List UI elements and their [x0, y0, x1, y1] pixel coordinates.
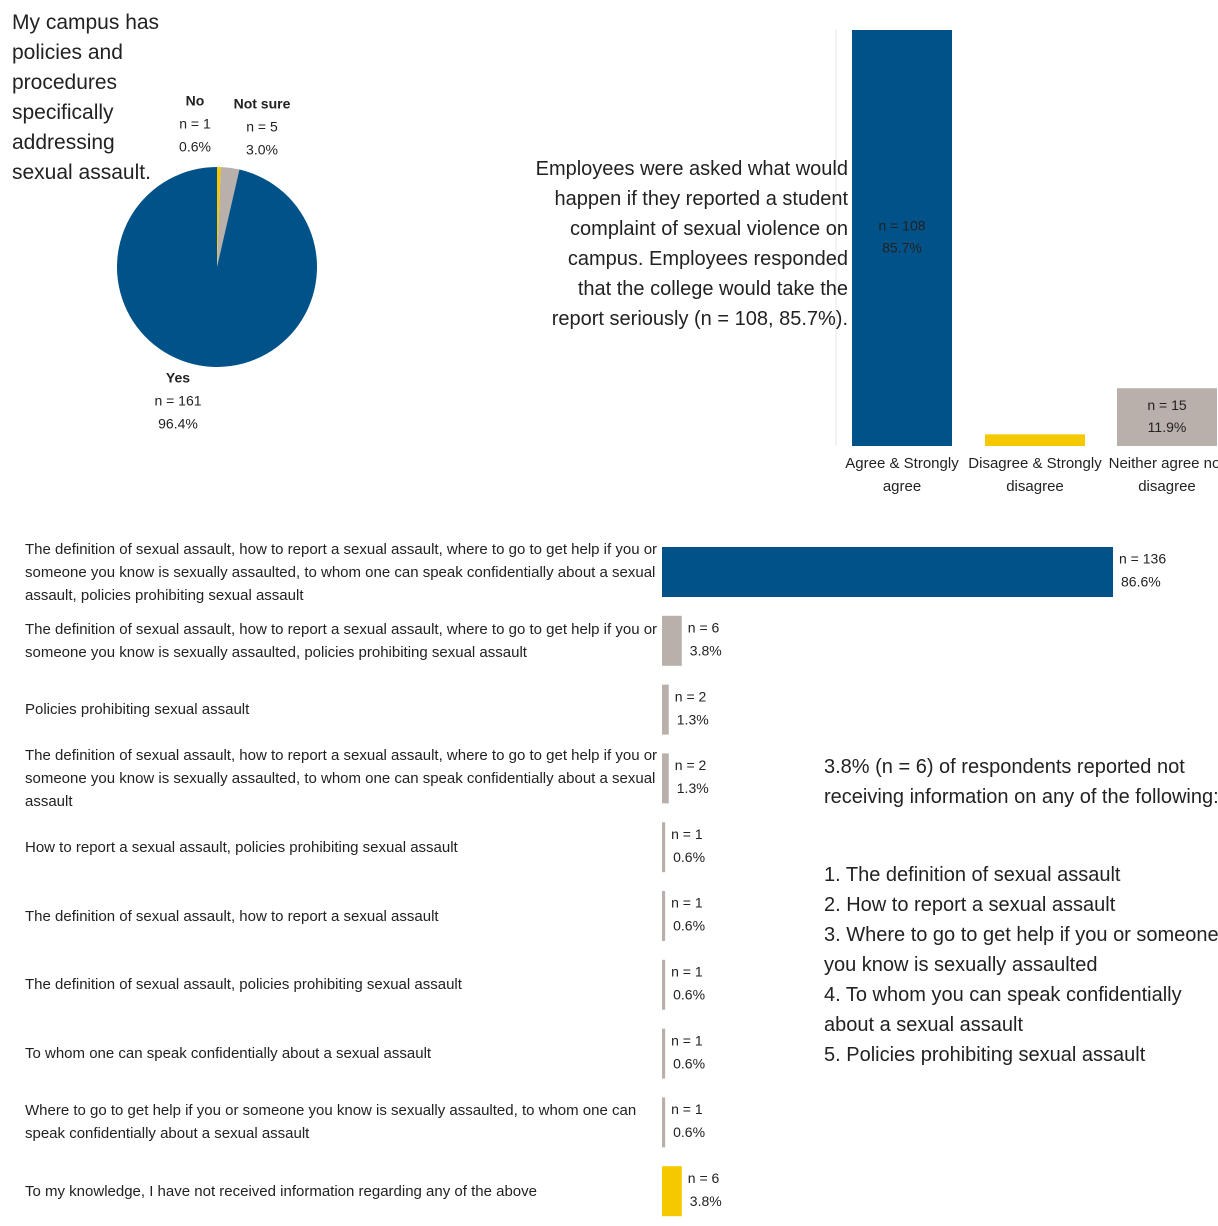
bar-label: 0.6% [673, 918, 705, 934]
bar-label: 11.9% [1148, 419, 1187, 435]
pie-slice [217, 167, 240, 267]
pie-slice [217, 167, 221, 267]
bar-label: 86.6% [1121, 574, 1161, 590]
bar-count: n = 1 [671, 826, 703, 842]
annotation-item: 1. The definition of sexual assault [824, 864, 1121, 886]
x-tick-label: Agree & Strongly agree [845, 455, 959, 495]
bar [662, 1166, 682, 1217]
bar [662, 615, 682, 666]
bar-count: n = 1 [671, 895, 703, 911]
slice-count: n = 1 [179, 116, 211, 132]
bar-count: n = 1 [671, 964, 703, 980]
slice-label: 96.4% [158, 416, 198, 432]
chart-title: My campus has policies and procedures sp… [12, 11, 160, 184]
bar [662, 891, 666, 941]
bar-label: 1.3% [677, 780, 709, 796]
bar-count: n = 2 [675, 757, 707, 773]
bar [662, 1028, 666, 1079]
bar-count: n = 6 [688, 620, 720, 636]
annotation-item: 5. Policies prohibiting sexual assault [824, 1044, 1146, 1066]
slice-category: Yes [166, 370, 190, 386]
y-tick-label: The definition of sexual assault, how to… [25, 907, 439, 925]
slice-label: 0.6% [179, 139, 211, 155]
bar-label: 0.6% [673, 849, 705, 865]
y-tick-label: To my knowledge, I have not received inf… [25, 1182, 537, 1200]
bar-label: 0.6% [673, 1055, 705, 1071]
bar [985, 434, 1085, 446]
slice-label: 3.0% [246, 142, 278, 158]
x-tick-label: Disagree & Strongly disagree [968, 455, 1102, 495]
annotation-item: 4. To whom you can speak confidentially … [824, 984, 1182, 1036]
bar-count: n = 1 [671, 1101, 703, 1117]
bar [1117, 388, 1217, 446]
bar-label: 3.8% [690, 643, 722, 659]
annotation: 3.8% (n = 6) of respondents reported not… [824, 756, 1218, 808]
bar [662, 959, 666, 1010]
slice-category: Not sure [234, 96, 291, 112]
bar-label: 0.6% [673, 1124, 705, 1140]
slice-count: n = 161 [154, 393, 201, 409]
bar [852, 30, 952, 446]
annotation-item: 2. How to report a sexual assault [824, 894, 1116, 916]
bar-count: n = 136 [1119, 551, 1166, 567]
annotation: Employees were asked what would happen i… [535, 158, 848, 330]
y-tick-label: Where to go to get help if you or someon… [25, 1102, 637, 1143]
pie-slice [116, 167, 317, 367]
y-tick-label: The definition of sexual assault, how to… [25, 746, 658, 810]
x-tick-label: Neither agree nor disagree [1108, 455, 1218, 495]
bar-count: n = 1 [671, 1032, 703, 1048]
bar-count: n = 2 [675, 688, 707, 704]
bar-count: n = 108 [878, 218, 925, 234]
y-tick-label: The definition of sexual assault, polici… [25, 976, 462, 994]
bar-label: 1.3% [677, 711, 709, 727]
bar-count: n = 6 [688, 1170, 720, 1186]
bar [662, 684, 669, 735]
y-tick-label: The definition of sexual assault, how to… [25, 620, 658, 661]
bar [662, 822, 666, 873]
bar-count: n = 15 [1147, 397, 1187, 413]
bar-label: 85.7% [882, 240, 922, 256]
bar [662, 1097, 666, 1148]
y-tick-label: How to report a sexual assault, policies… [25, 838, 458, 856]
y-tick-label: The definition of sexual assault, how to… [25, 540, 658, 604]
y-tick-label: To whom one can speak confidentially abo… [25, 1045, 432, 1063]
bar [662, 753, 669, 804]
slice-category: No [186, 93, 205, 109]
y-tick-label: Policies prohibiting sexual assault [25, 701, 250, 719]
slice-count: n = 5 [246, 119, 278, 135]
bar [662, 547, 1113, 597]
bar-label: 3.8% [690, 1193, 722, 1209]
bar-label: 0.6% [673, 987, 705, 1003]
annotation-item: 3. Where to go to get help if you or som… [824, 924, 1218, 976]
